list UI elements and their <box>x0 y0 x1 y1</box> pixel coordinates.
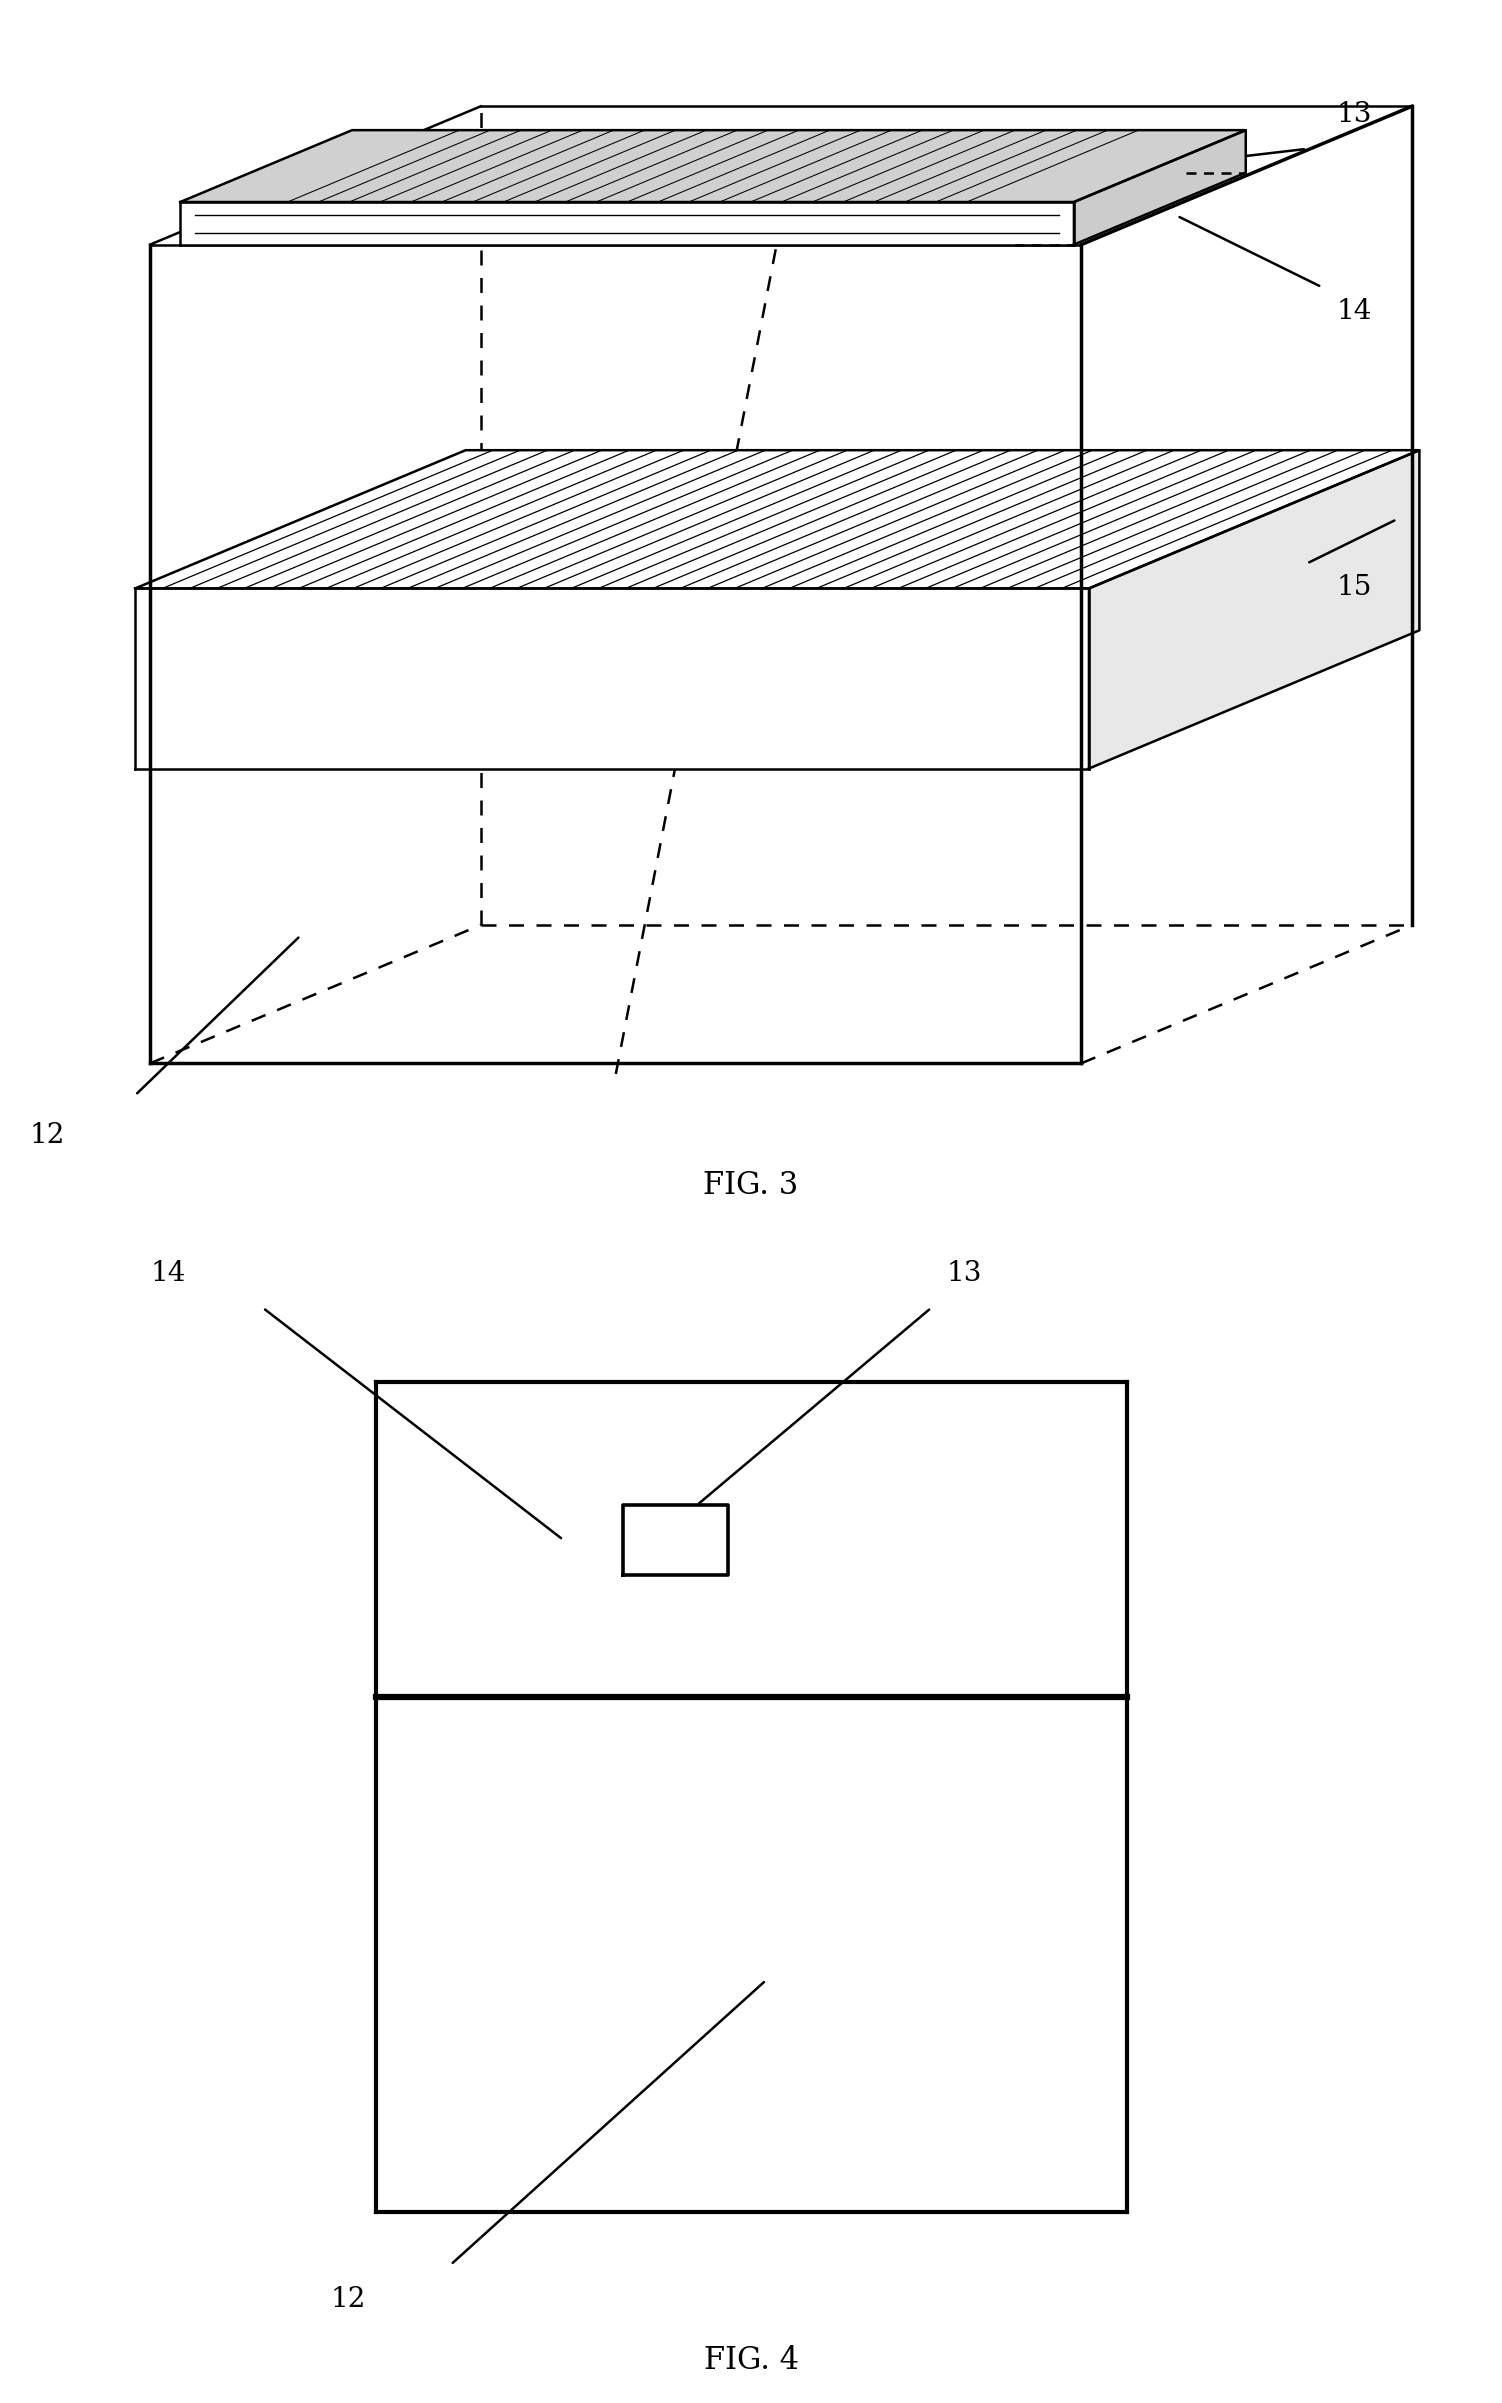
Text: 13: 13 <box>946 1259 982 1286</box>
Polygon shape <box>1074 130 1245 245</box>
Polygon shape <box>180 202 1074 245</box>
Polygon shape <box>135 589 1089 769</box>
Text: FIG. 3: FIG. 3 <box>703 1170 799 1202</box>
Text: 14: 14 <box>1337 298 1373 324</box>
Text: 14: 14 <box>150 1259 186 1286</box>
Polygon shape <box>623 1504 728 1574</box>
Text: FIG. 4: FIG. 4 <box>703 2345 799 2377</box>
Polygon shape <box>180 130 1245 202</box>
Polygon shape <box>1089 449 1419 769</box>
Text: 13: 13 <box>1337 101 1373 127</box>
Text: 12: 12 <box>30 1122 66 1149</box>
Polygon shape <box>135 449 1419 589</box>
Text: 12: 12 <box>330 2285 366 2314</box>
Text: 15: 15 <box>1337 574 1373 601</box>
